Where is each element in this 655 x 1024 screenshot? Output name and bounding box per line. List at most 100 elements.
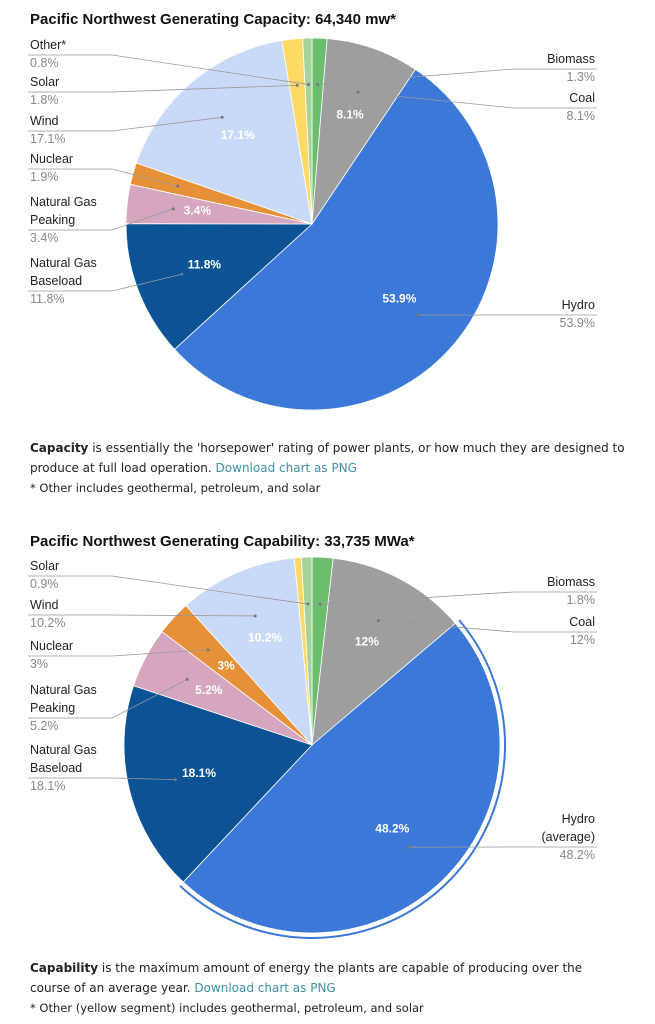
category-name: Natural Gas Baseload (30, 743, 97, 775)
legend-label: Hydro (average) 48.2% (513, 810, 596, 864)
footnote: * Other (yellow segment) includes geothe… (30, 1001, 424, 1015)
category-name: Natural Gas Peaking (30, 683, 97, 715)
percent-label: 10.2% (30, 616, 66, 630)
category-name: Hydro (561, 298, 595, 312)
category-name: Nuclear (30, 639, 74, 653)
category-name: Wind (30, 598, 59, 612)
leader-dot (416, 313, 420, 317)
legend-label: Nuclear 1.9% (30, 150, 112, 186)
percent-label: 3.4% (30, 231, 59, 245)
legend-label: Wind 17.1% (30, 112, 112, 148)
category-name: Wind (30, 114, 59, 128)
leader-line (317, 68, 597, 86)
legend-label: Hydro 53.9% (513, 296, 595, 332)
legend-label: Solar 0.9% (30, 557, 112, 593)
category-name: Other* (30, 38, 67, 52)
leader-dot (206, 648, 210, 652)
percent-label: 0.8% (30, 56, 59, 70)
slice-label: 5.2% (195, 683, 223, 697)
slice-label: 8.1% (336, 107, 364, 121)
leader-line (319, 591, 597, 605)
legend-label: Coal 12% (513, 613, 595, 649)
pie-slice (185, 557, 313, 747)
leader-dot (171, 207, 175, 211)
pie-slice (182, 622, 501, 934)
percent-label: 0.9% (30, 577, 59, 591)
leader-line (28, 777, 176, 781)
pie-slice (125, 223, 314, 350)
leader-line (28, 614, 256, 617)
leader-dot (407, 845, 411, 849)
leader-line (28, 649, 209, 657)
category-name: Biomass (547, 52, 595, 66)
percent-label: 48.2% (559, 848, 595, 862)
slice-label: 10.2% (248, 630, 282, 644)
leader-dot (180, 272, 184, 276)
pie-slice (311, 557, 456, 746)
percent-label: 5.2% (30, 719, 59, 733)
caption-term: Capability (30, 961, 99, 975)
leader-dot (220, 115, 224, 119)
pie-slice (173, 68, 499, 411)
leader-dot (173, 778, 177, 782)
pie: 12% 48.2% 18.1% 5.2% 3% 10.2% (123, 556, 506, 939)
percent-label: 1.8% (566, 593, 596, 607)
slice-highlight (179, 619, 506, 939)
leader-dot (318, 602, 322, 606)
leader-line (28, 679, 188, 719)
leader-line (28, 116, 223, 132)
legend-label: Biomass 1.3% (513, 50, 595, 86)
leader-line (28, 273, 182, 292)
percent-label: 12% (569, 633, 595, 647)
slice-label: 48.2% (375, 822, 409, 836)
legend-label: Natural Gas Peaking 3.4% (30, 193, 112, 247)
footnote: * Other includes geothermal, petroleum, … (30, 481, 321, 495)
legend-label: Coal 8.1% (513, 89, 596, 125)
percent-label: 11.8% (30, 292, 65, 306)
download-link[interactable]: Download chart as PNG (215, 461, 357, 475)
slice-label: 53.9% (382, 291, 416, 305)
leader-dot (356, 90, 360, 94)
caption-text: is the maximum amount of energy the plan… (30, 961, 583, 995)
percent-label: 18.1% (30, 779, 66, 793)
slice-label: 3% (217, 658, 235, 672)
pie-slice (123, 685, 313, 883)
percent-label: 1.9% (30, 170, 59, 184)
category-name: Solar (30, 559, 60, 573)
legend-label: Natural Gas Baseload 18.1% (30, 741, 112, 795)
category-name: Biomass (547, 575, 595, 589)
category-name: Solar (30, 75, 60, 89)
slice-label: 17.1% (221, 128, 255, 142)
category-name: Natural Gas Baseload (30, 256, 97, 288)
category-name: Hydro (average) (541, 812, 596, 844)
leader-line (378, 620, 597, 633)
caption-text: is essentially the 'horsepower' rating o… (30, 441, 625, 475)
percent-label: 1.8% (30, 93, 59, 107)
legend-label: Nuclear 3% (30, 637, 112, 673)
legend-label: Other* 0.8% (30, 36, 112, 72)
caption-term: Capacity (30, 441, 89, 455)
leader-line (28, 54, 309, 85)
pie: 8.1% 53.9% 11.8% 3.4% 17.1% (125, 37, 499, 411)
category-name: Coal (569, 91, 595, 105)
leader-dot (185, 677, 189, 681)
chart-title: Pacific Northwest Generating Capability:… (30, 533, 415, 550)
pie-slice (311, 38, 417, 226)
download-link[interactable]: Download chart as PNG (194, 981, 336, 995)
legend-label: Biomass 1.8% (513, 573, 595, 609)
percent-label: 8.1% (566, 109, 596, 123)
legend-label: Natural Gas Peaking 5.2% (30, 681, 112, 735)
leader-dot (316, 83, 320, 87)
legend-label: Wind 10.2% (30, 596, 112, 632)
leader-line (28, 84, 298, 93)
leader-dot (176, 184, 180, 188)
legend-label: Solar 1.8% (30, 73, 112, 109)
percent-label: 17.1% (30, 132, 66, 146)
slice-label: 12% (355, 634, 379, 648)
caption: Capacity is essentially the 'horsepower'… (30, 438, 625, 498)
leader-line (357, 91, 597, 109)
chart-title: Pacific Northwest Generating Capacity: 6… (30, 11, 396, 28)
category-name: Coal (569, 615, 595, 629)
percent-label: 53.9% (559, 316, 595, 330)
